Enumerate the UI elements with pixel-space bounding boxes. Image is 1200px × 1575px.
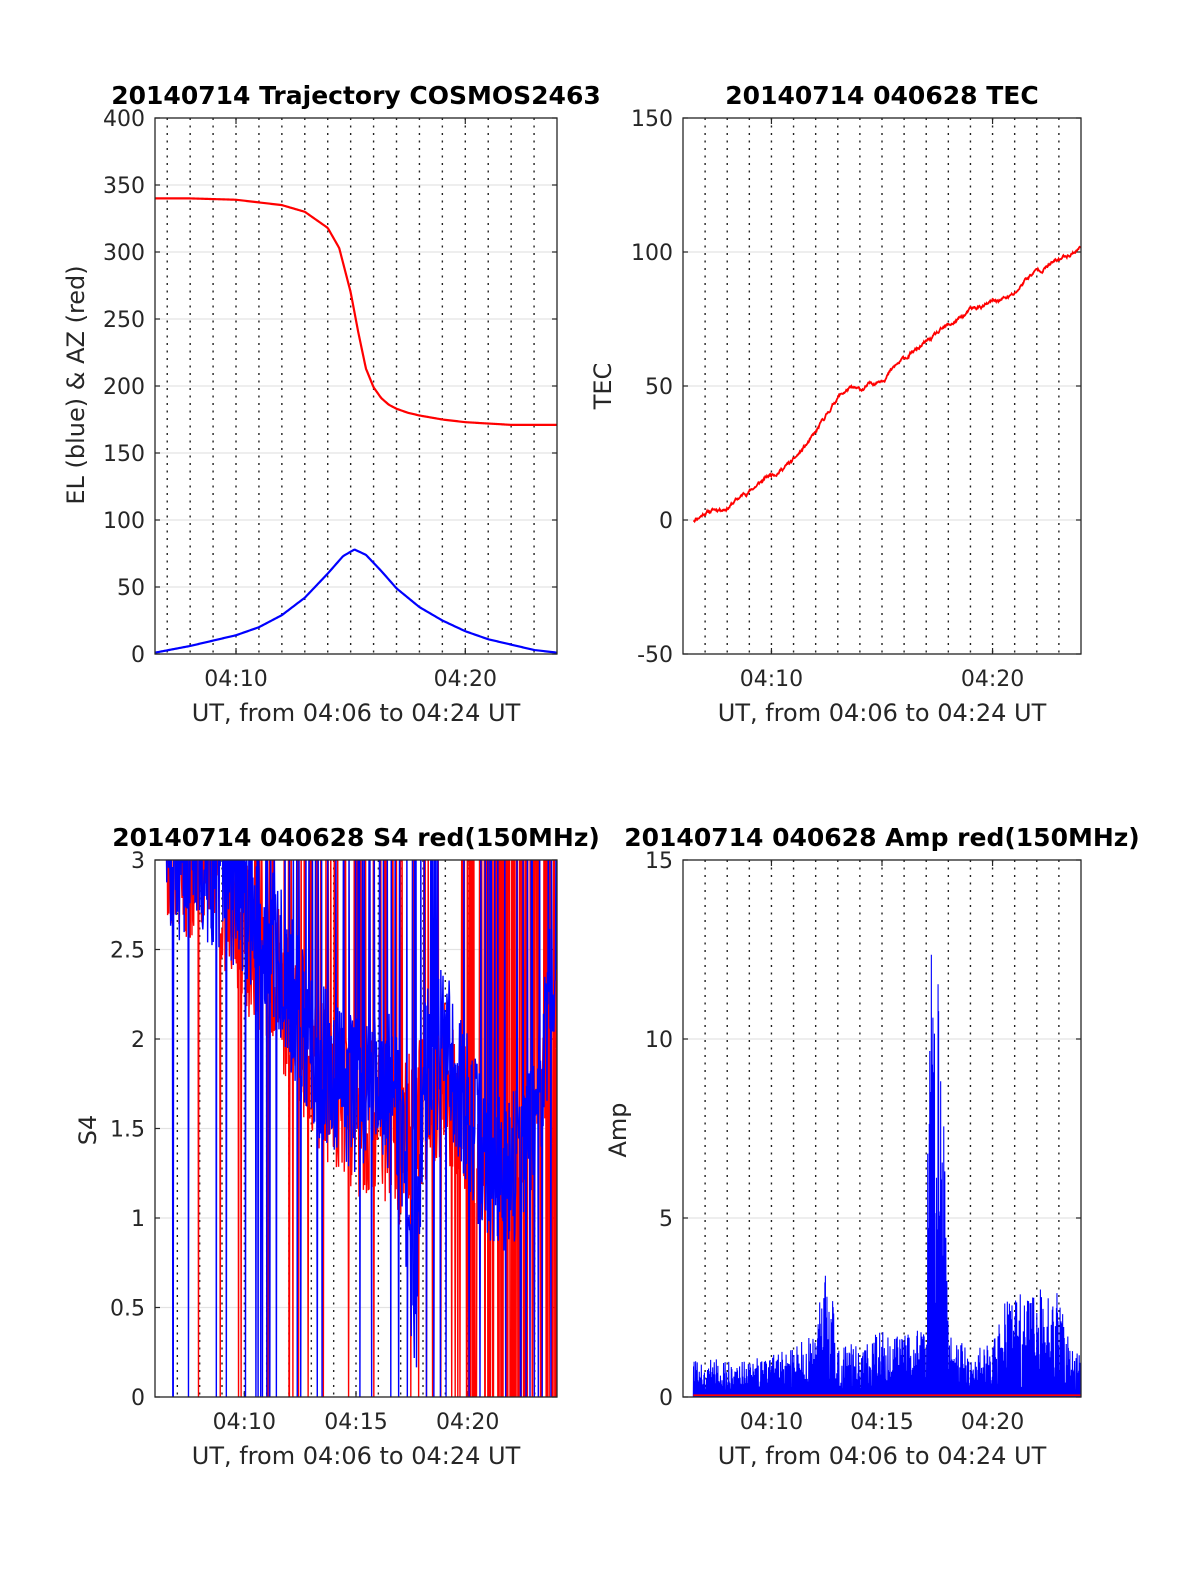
trajectory-title: 20140714 Trajectory COSMOS2463 (111, 81, 601, 110)
y-tick-label: 100 (103, 509, 145, 534)
y-tick-label: 5 (659, 1207, 673, 1232)
x-tick-label: 04:15 (324, 1410, 387, 1435)
series-line-1 (165, 860, 557, 1397)
tec-data-area (692, 245, 1081, 524)
y-tick-label: 150 (631, 107, 673, 132)
x-tick-label: 04:20 (961, 1410, 1024, 1435)
y-tick-label: 15 (645, 849, 673, 874)
x-tick-label: 04:10 (740, 667, 803, 692)
s4-axes-frame (154, 859, 558, 1398)
tec-y-label: TEC (589, 363, 617, 411)
y-tick-label: 0 (659, 509, 673, 534)
y-tick-label: 0 (131, 1386, 145, 1411)
x-tick-label: 04:20 (436, 1410, 499, 1435)
y-tick-label: 1.5 (110, 1118, 145, 1143)
amp-data-area (692, 954, 1081, 1397)
y-tick-label: 300 (103, 241, 145, 266)
series-line-0 (692, 954, 1081, 1397)
y-tick-label: 0 (659, 1386, 673, 1411)
series-line-0 (155, 197, 557, 426)
y-tick-label: 0 (131, 643, 145, 668)
s4-data-area (165, 860, 557, 1397)
amp-panel: 20140714 040628 Amp red(150MHz) UT, from… (604, 823, 1140, 1470)
trajectory-panel: 20140714 Trajectory COSMOS2463 UT, from … (62, 81, 601, 727)
amp-x-label: UT, from 04:06 to 04:24 UT (718, 1442, 1047, 1470)
amp-title: 20140714 040628 Amp red(150MHz) (624, 823, 1140, 852)
x-tick-label: 04:20 (961, 667, 1024, 692)
tec-panel: 20140714 040628 TEC UT, from 04:06 to 04… (589, 81, 1082, 727)
x-tick-label: 04:10 (740, 1410, 803, 1435)
y-tick-label: 250 (103, 308, 145, 333)
series-line-1 (155, 548, 557, 654)
y-tick-label: 50 (645, 375, 673, 400)
y-tick-label: 2 (131, 1028, 145, 1053)
y-tick-label: 10 (645, 1028, 673, 1053)
trajectory-data-area (155, 197, 557, 654)
y-tick-label: 1 (131, 1207, 145, 1232)
trajectory-axes-frame (154, 117, 558, 655)
amp-y-label: Amp (604, 1102, 632, 1157)
y-tick-label: 3 (131, 849, 145, 874)
amp-axes-frame (682, 859, 1082, 1398)
tec-title: 20140714 040628 TEC (725, 81, 1038, 110)
s4-panel: 20140714 040628 S4 red(150MHz) UT, from … (74, 823, 600, 1470)
y-tick-label: 2.5 (110, 939, 145, 964)
y-tick-label: 100 (631, 241, 673, 266)
y-tick-label: -50 (637, 643, 673, 668)
s4-title: 20140714 040628 S4 red(150MHz) (112, 823, 600, 852)
y-tick-label: 0.5 (110, 1297, 145, 1322)
s4-x-label: UT, from 04:06 to 04:24 UT (192, 1442, 521, 1470)
x-tick-label: 04:10 (204, 667, 267, 692)
x-tick-label: 04:20 (434, 667, 497, 692)
trajectory-x-label: UT, from 04:06 to 04:24 UT (192, 699, 521, 727)
tec-x-label: UT, from 04:06 to 04:24 UT (718, 699, 1047, 727)
y-tick-label: 400 (103, 107, 145, 132)
y-tick-label: 350 (103, 174, 145, 199)
x-tick-label: 04:10 (213, 1410, 276, 1435)
x-tick-label: 04:15 (850, 1410, 913, 1435)
s4-y-label: S4 (74, 1115, 102, 1146)
y-tick-label: 50 (117, 576, 145, 601)
y-tick-label: 150 (103, 442, 145, 467)
y-tick-label: 200 (103, 375, 145, 400)
tec-axes-frame (682, 117, 1082, 655)
series-line-0 (692, 245, 1081, 524)
trajectory-y-label: EL (blue) & AZ (red) (62, 265, 90, 504)
